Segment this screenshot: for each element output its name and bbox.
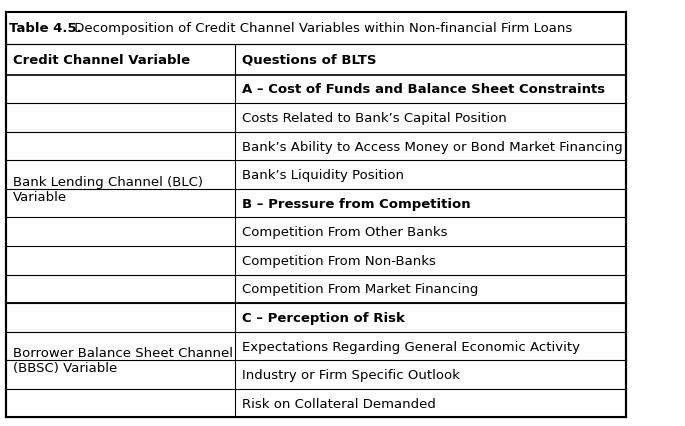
Text: Table 4.5.: Table 4.5. [10,22,82,35]
Text: Bank Lending Channel (BLC)
Variable: Bank Lending Channel (BLC) Variable [12,176,203,203]
Text: C – Perception of Risk: C – Perception of Risk [242,311,405,324]
Text: A – Cost of Funds and Balance Sheet Constraints: A – Cost of Funds and Balance Sheet Cons… [242,83,605,96]
Text: B – Pressure from Competition: B – Pressure from Competition [242,197,471,210]
Text: Competition From Market Financing: Competition From Market Financing [242,283,478,296]
Text: Risk on Collateral Demanded: Risk on Collateral Demanded [242,397,436,410]
Text: Expectations Regarding General Economic Activity: Expectations Regarding General Economic … [242,340,580,353]
Text: Costs Related to Bank’s Capital Position: Costs Related to Bank’s Capital Position [242,112,507,125]
Text: Bank’s Liquidity Position: Bank’s Liquidity Position [242,169,404,181]
Text: Industry or Firm Specific Outlook: Industry or Firm Specific Outlook [242,368,460,381]
Text: Decomposition of Credit Channel Variables within Non-financial Firm Loans: Decomposition of Credit Channel Variable… [69,22,572,35]
Text: Competition From Other Banks: Competition From Other Banks [242,226,447,239]
Text: Competition From Non-Banks: Competition From Non-Banks [242,254,436,267]
Text: Questions of BLTS: Questions of BLTS [242,54,376,66]
Text: Borrower Balance Sheet Channel
(BBSC) Variable: Borrower Balance Sheet Channel (BBSC) Va… [12,346,233,374]
Text: Credit Channel Variable: Credit Channel Variable [12,54,190,66]
Text: Bank’s Ability to Access Money or Bond Market Financing: Bank’s Ability to Access Money or Bond M… [242,140,623,153]
